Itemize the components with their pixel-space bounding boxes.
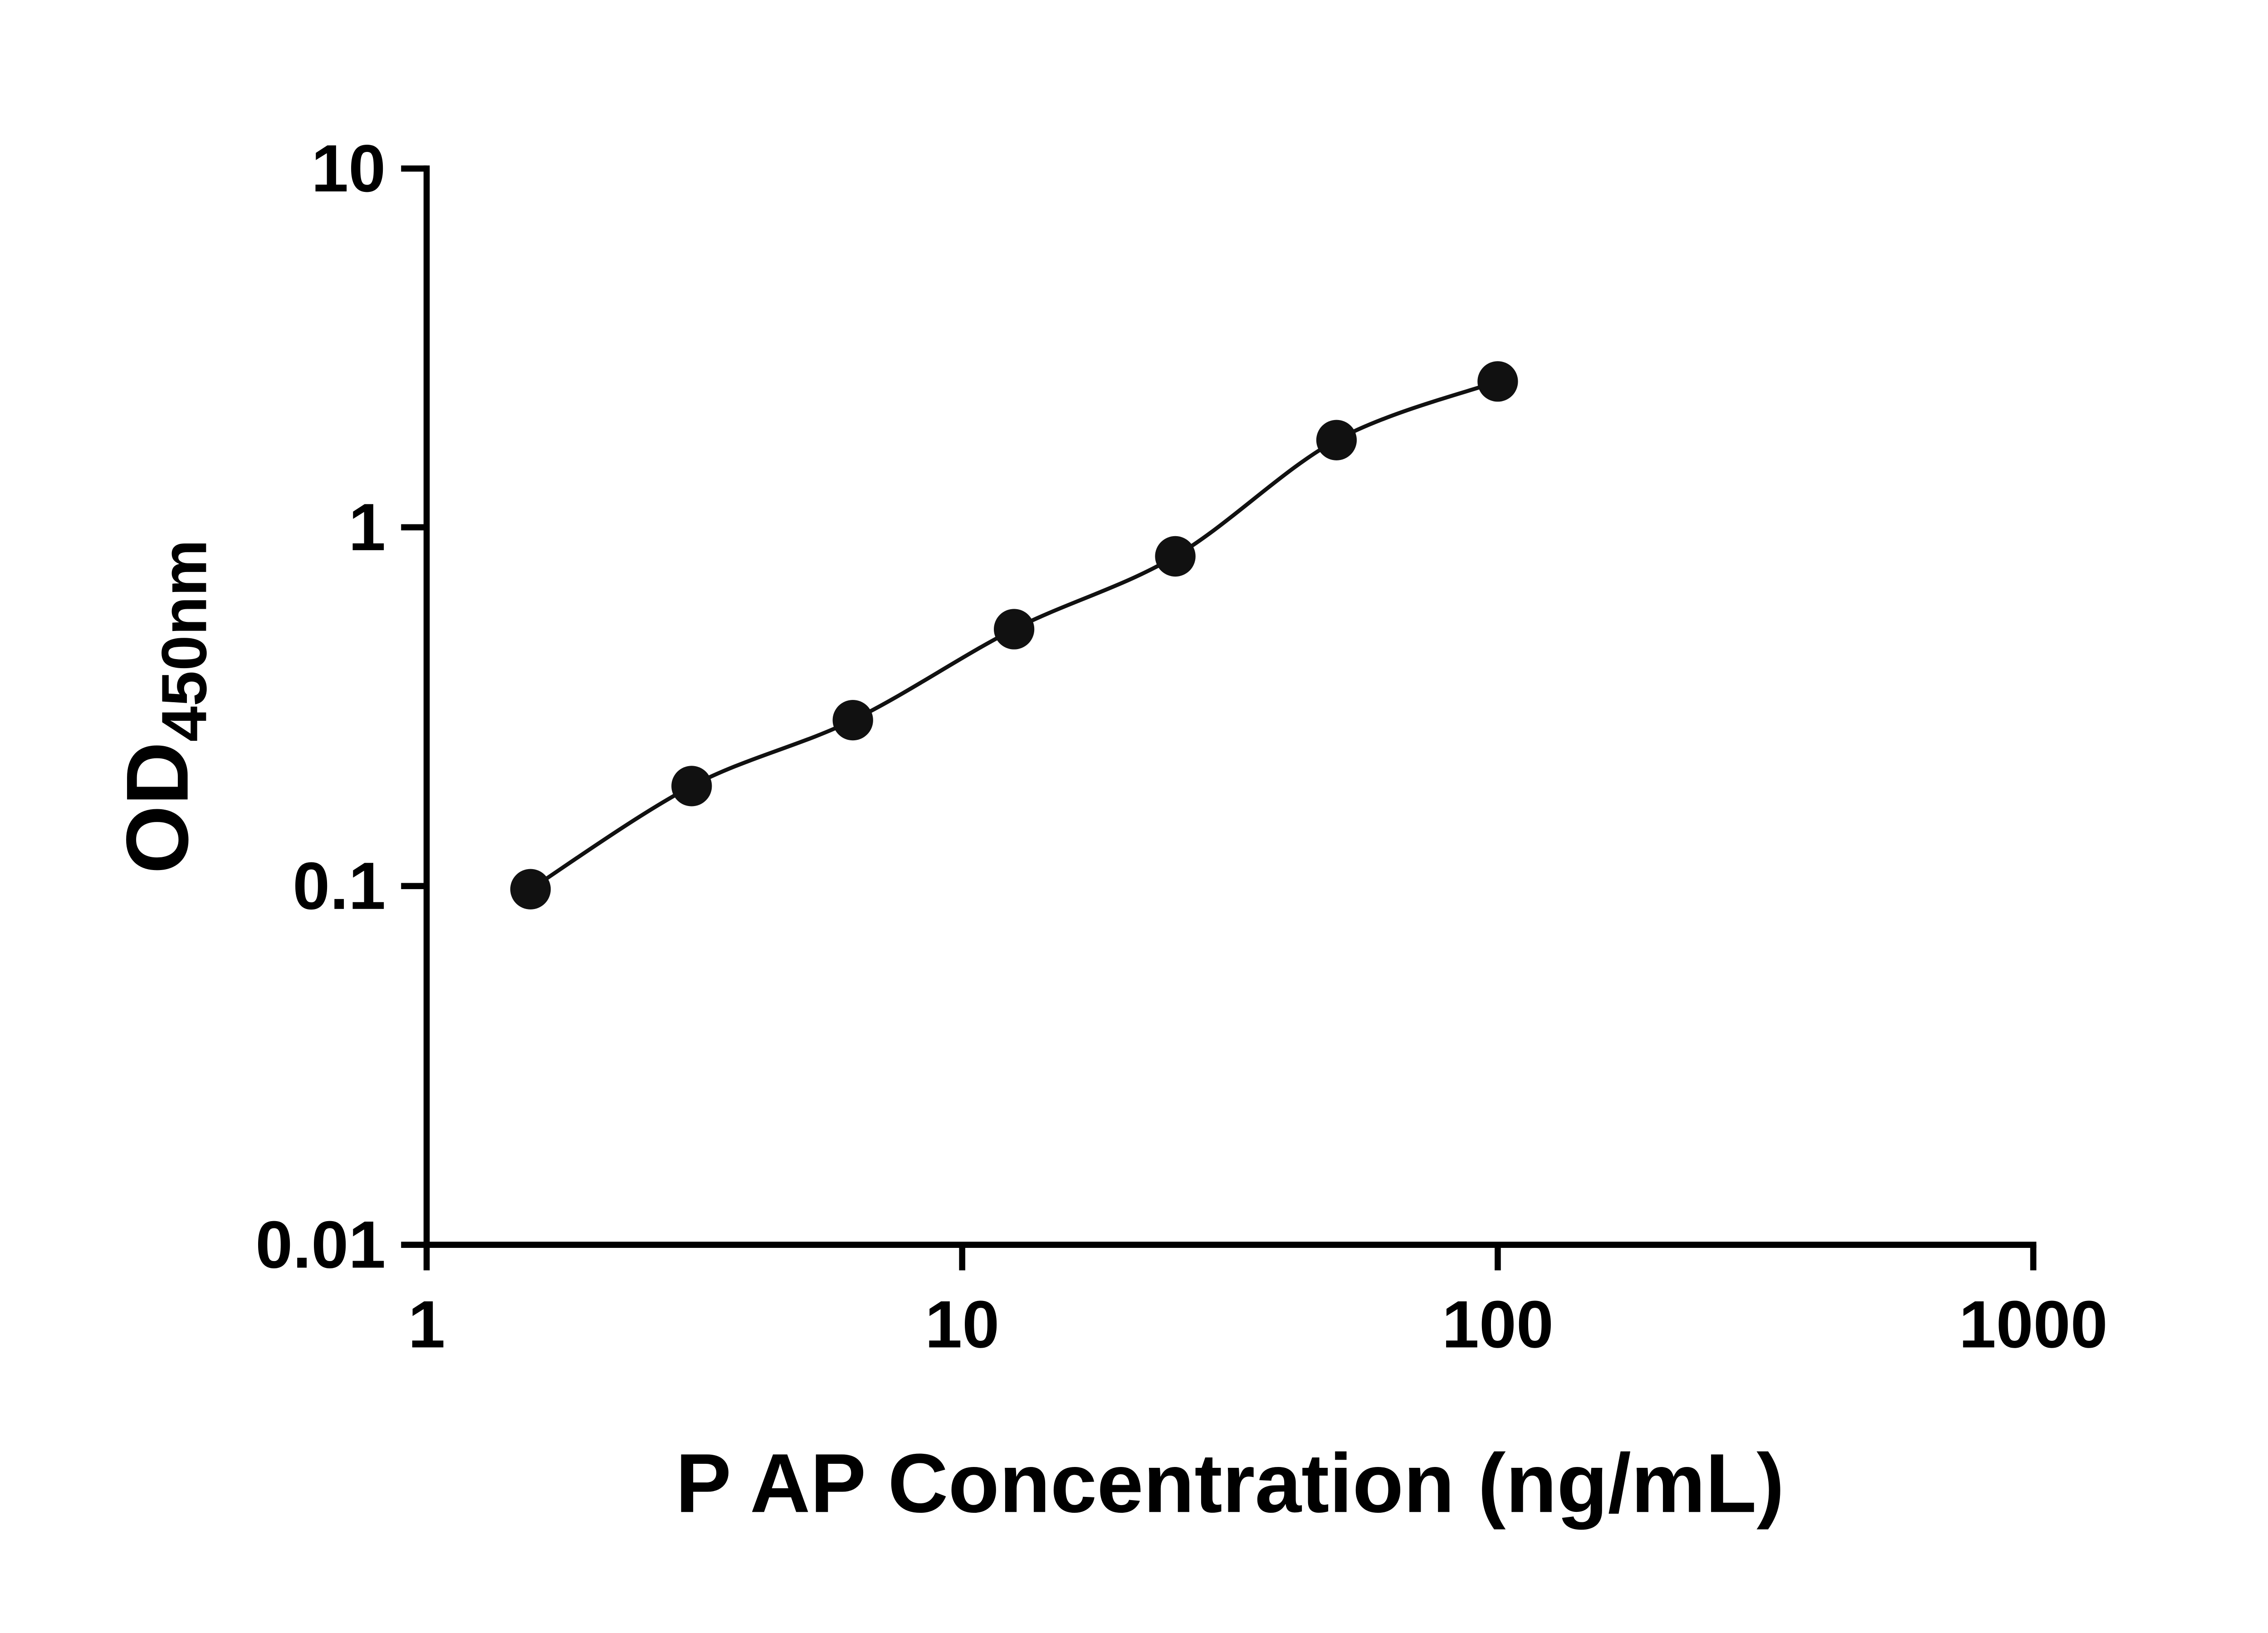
x-tick-label: 1000 xyxy=(1959,1287,2107,1362)
data-point xyxy=(671,766,712,807)
y-tick-label: 0.01 xyxy=(255,1208,386,1282)
data-point xyxy=(993,609,1035,650)
y-tick-label: 1 xyxy=(348,490,386,565)
chart-canvas: 1 10 100 1000 0.01 0.1 1 10 P AP Concentration (… xyxy=(18,24,2250,1609)
y-axis-title: OD450nm xyxy=(108,539,220,874)
x-axis-title: P AP Concentration (ng/mL) xyxy=(675,1437,1784,1530)
x-tick-label: 100 xyxy=(1442,1287,1554,1362)
chart-background xyxy=(18,24,2250,1609)
x-tick-label: 1 xyxy=(408,1287,445,1362)
y-axis-title-subscript: 450nm xyxy=(148,539,220,742)
data-point xyxy=(1316,420,1357,460)
y-tick-label: 0.1 xyxy=(293,849,386,924)
data-point xyxy=(1477,361,1518,402)
standard-curve-chart: 1 10 100 1000 0.01 0.1 1 10 P AP Concentration (… xyxy=(18,0,2250,1633)
x-tick-label: 10 xyxy=(925,1287,999,1362)
data-point xyxy=(1155,536,1196,577)
y-axis-title-main: OD xyxy=(108,742,207,874)
data-point xyxy=(832,699,873,741)
y-tick-label: 10 xyxy=(311,131,386,206)
data-point xyxy=(510,869,551,909)
